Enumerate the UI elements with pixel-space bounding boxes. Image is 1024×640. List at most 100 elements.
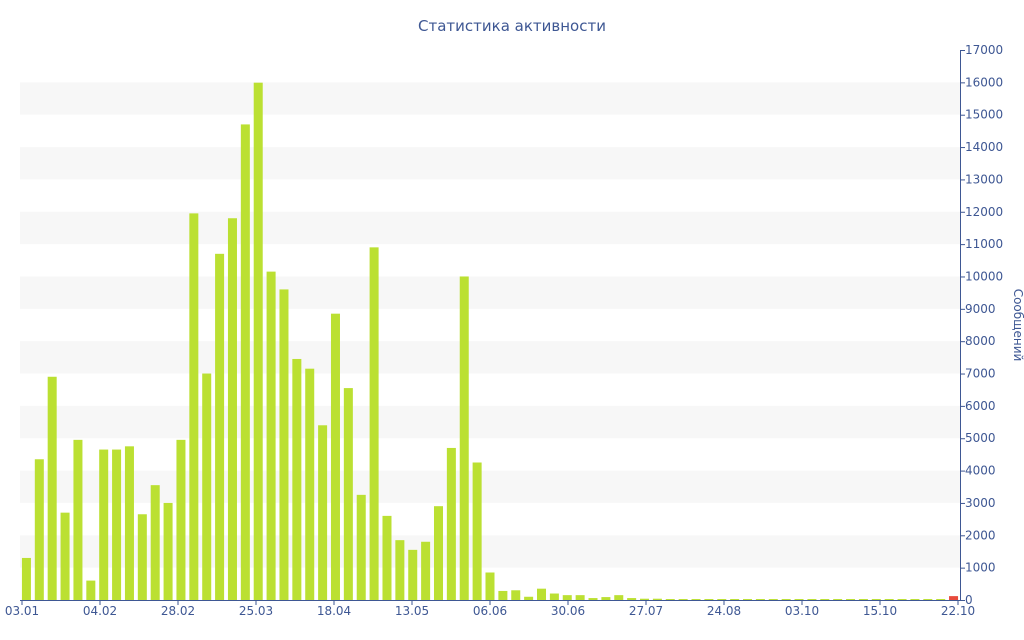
- bar: [524, 596, 534, 600]
- bar: [807, 599, 817, 600]
- bar: [163, 502, 173, 600]
- grid-band: [20, 211, 960, 245]
- bar: [60, 512, 70, 600]
- bar: [369, 247, 379, 600]
- bar: [382, 515, 392, 600]
- bar: [730, 599, 740, 600]
- bar: [330, 313, 340, 600]
- grid-band: [20, 470, 960, 503]
- y-tick-label: 8000: [965, 334, 996, 348]
- x-tick-label: 03.01: [5, 604, 39, 618]
- bar: [47, 376, 57, 600]
- y-tick-label: 0: [965, 593, 973, 607]
- bar: [408, 549, 418, 600]
- x-tick-label: 28.02: [161, 604, 195, 618]
- bar: [665, 599, 675, 600]
- x-tick-label: 03.10: [785, 604, 819, 618]
- bar: [691, 599, 701, 600]
- bar: [575, 595, 585, 600]
- y-tick-label: 5000: [965, 431, 996, 445]
- y-tick-label: 9000: [965, 302, 996, 316]
- y-tick-label: 11000: [965, 237, 1003, 251]
- bar: [768, 599, 778, 600]
- y-tick-label: 15000: [965, 108, 1003, 122]
- chart-title: Статистика активности: [418, 17, 606, 35]
- bar: [794, 599, 804, 600]
- bar: [189, 213, 199, 600]
- bar: [755, 599, 765, 600]
- x-tick-label: 15.10: [863, 604, 897, 618]
- bar: [150, 485, 160, 600]
- bar: [652, 598, 662, 600]
- grid-band: [20, 405, 960, 439]
- x-axis-ticks: 03.01 04.02 28.02 25.03 18.04 13.05 06.06 30.06…: [5, 600, 975, 618]
- x-tick-label: 13.05: [395, 604, 429, 618]
- bar: [537, 588, 547, 600]
- y-tick-label: 17000: [965, 43, 1003, 57]
- bar: [292, 358, 302, 600]
- y-tick-label: 13000: [965, 172, 1003, 186]
- bar: [858, 599, 868, 600]
- y-tick-label: 1000: [965, 561, 996, 575]
- bar: [124, 446, 134, 600]
- bar: [459, 276, 469, 600]
- bar: [99, 449, 109, 600]
- bar: [21, 557, 31, 600]
- bar: [202, 373, 212, 600]
- bar: [240, 124, 250, 600]
- bar: [627, 598, 637, 600]
- bar: [871, 599, 881, 600]
- bar: [588, 598, 598, 600]
- grid-band: [20, 82, 960, 115]
- bar: [227, 218, 237, 601]
- x-tick-label: 25.03: [239, 604, 273, 618]
- bar: [820, 599, 830, 600]
- bar: [215, 253, 225, 600]
- grid-bands: [20, 82, 960, 568]
- grid-band: [20, 147, 960, 180]
- bar: [498, 590, 508, 600]
- y-tick-label: 16000: [965, 75, 1003, 89]
- bar: [743, 599, 753, 600]
- bar: [343, 388, 353, 600]
- bar: [781, 599, 791, 600]
- y-tick-label: 2000: [965, 528, 996, 542]
- bar: [846, 599, 856, 600]
- y-tick-label: 10000: [965, 269, 1003, 283]
- x-tick-label: 22.10: [941, 604, 975, 618]
- x-tick-label: 24.08: [707, 604, 741, 618]
- bar: [421, 541, 431, 600]
- grid-band: [20, 341, 960, 374]
- bar: [137, 514, 147, 600]
- bar: [356, 494, 366, 600]
- bar: [472, 462, 482, 600]
- bar: [923, 599, 933, 600]
- bar: [266, 271, 276, 600]
- y-tick-label: 7000: [965, 367, 996, 381]
- bar: [833, 599, 843, 600]
- bar: [910, 599, 920, 600]
- bar: [73, 439, 83, 600]
- bar: [949, 596, 959, 600]
- bar: [176, 439, 186, 600]
- y-axis-title: Сообщений: [1011, 289, 1024, 362]
- bar: [601, 597, 611, 600]
- bar: [253, 82, 263, 601]
- bar: [86, 580, 96, 600]
- bar: [395, 540, 405, 600]
- bar: [640, 598, 650, 600]
- x-tick-label: 30.06: [551, 604, 585, 618]
- bar: [549, 593, 559, 600]
- bar: [717, 599, 727, 600]
- bar: [34, 459, 44, 600]
- bar: [318, 425, 328, 600]
- bar: [446, 447, 456, 600]
- grid-band: [20, 276, 960, 309]
- bar: [279, 289, 289, 600]
- bar: [614, 595, 624, 600]
- y-tick-label: 6000: [965, 399, 996, 413]
- bar: [678, 599, 688, 600]
- x-tick-label: 18.04: [317, 604, 351, 618]
- y-tick-label: 14000: [965, 140, 1003, 154]
- bar: [485, 572, 495, 600]
